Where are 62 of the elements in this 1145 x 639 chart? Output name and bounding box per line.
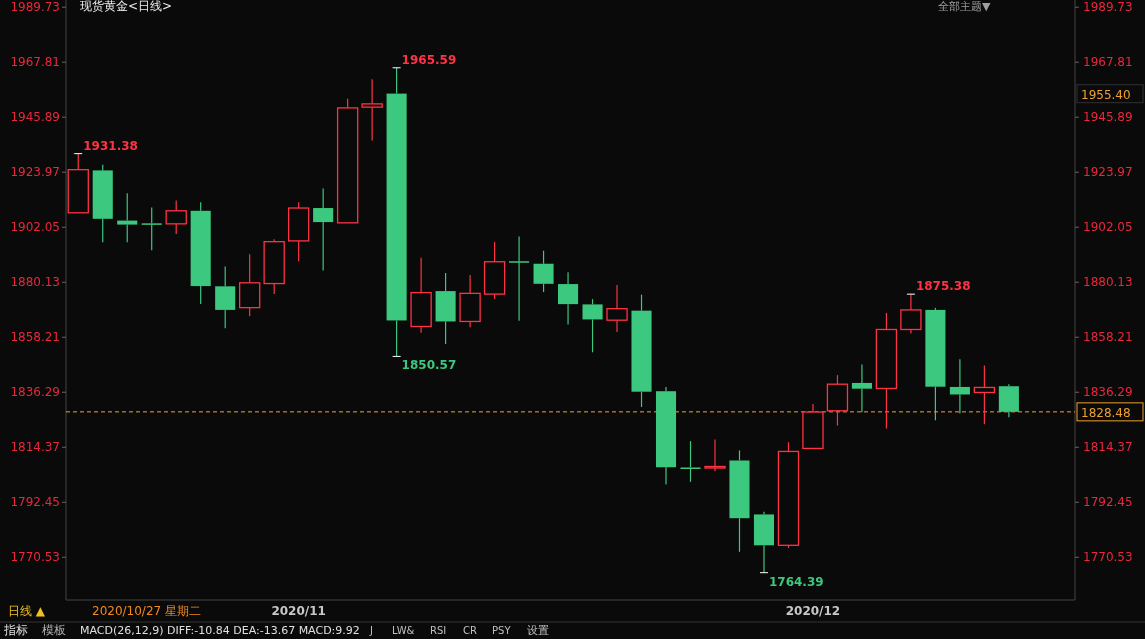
y-tick-label: 1814.37 [10, 440, 60, 455]
annotation: 1931.38 [83, 138, 138, 153]
y-tick-label: 1770.53 [10, 550, 60, 565]
y2-tick-label: 1836.29 [1083, 385, 1133, 400]
x-tick-label: 2020/11 [271, 604, 326, 618]
y2-tick-label: 1814.37 [1083, 440, 1133, 455]
y2-tick-label: 1792.45 [1083, 495, 1133, 510]
y2-tick-label: 1989.73 [1083, 0, 1133, 15]
y2-tick-label: 1967.81 [1083, 55, 1133, 70]
y-tick-label: 1792.45 [10, 495, 60, 510]
y-tick-label: 1945.89 [10, 110, 60, 125]
y2-tick-label: 1923.97 [1083, 165, 1133, 180]
candlestick [386, 67, 407, 358]
y-tick-label: 1967.81 [10, 55, 60, 70]
y2-tick-label: 1880.13 [1083, 275, 1133, 290]
candlestick [361, 78, 383, 142]
text: MACD(26,12,9) DIFF:-10.84 DEA:-13.67 MACD:9.92 [80, 624, 360, 637]
y-tick-label: 1880.13 [10, 275, 60, 290]
chart-title: 现货黄金<日线> [80, 0, 173, 13]
ref-line-label: 1828.48 [1081, 405, 1131, 420]
annotation: 1850.57 [401, 358, 457, 373]
annotation: 1764.39 [768, 574, 824, 589]
candlestick [998, 383, 1019, 418]
candlestick [459, 274, 481, 328]
text: RSI [430, 625, 447, 636]
candlestick [753, 511, 775, 574]
y-tick-label: 1858.21 [10, 330, 60, 345]
candlestick [851, 364, 872, 413]
annotation: 1965.59 [401, 52, 457, 67]
candlestick [655, 386, 677, 486]
annotation: 1875.38 [915, 279, 971, 294]
y2-tick-label: 1902.05 [1083, 220, 1133, 235]
candlestick [949, 358, 970, 415]
candlestick [900, 293, 922, 335]
text: 日线 ▲ [8, 604, 46, 618]
text: LW& [392, 625, 415, 636]
candlestick [215, 265, 236, 329]
text: CR [463, 625, 477, 636]
text: 模板 [42, 623, 66, 637]
annotation: 全部主题▼ [938, 0, 991, 13]
y-tick-label: 1989.73 [10, 0, 60, 15]
candlestick [925, 307, 946, 421]
candlestick [435, 272, 456, 345]
y2-tick-label: 1858.21 [1083, 330, 1133, 345]
y2-tick-label: 1945.89 [1083, 110, 1133, 125]
candlestick [509, 235, 530, 322]
y-tick-label: 1923.97 [10, 165, 60, 180]
text: PSY [492, 625, 512, 636]
candlestick [606, 284, 628, 333]
text: J [369, 625, 373, 636]
price-box: 1955.40 [1076, 84, 1144, 104]
candlestick [313, 187, 334, 272]
text: 2020/10/27 星期二 [92, 604, 201, 618]
text: 设置 [527, 624, 549, 637]
candlestick [558, 271, 579, 326]
y-tick-label: 1902.05 [10, 220, 60, 235]
y2-tick-label: 1770.53 [1083, 550, 1133, 565]
x-tick-label: 2020/12 [785, 604, 841, 618]
candlestick [410, 257, 432, 334]
y-tick-label: 1836.29 [10, 385, 60, 400]
text: 指标 [3, 623, 28, 637]
candlestick [973, 365, 996, 425]
